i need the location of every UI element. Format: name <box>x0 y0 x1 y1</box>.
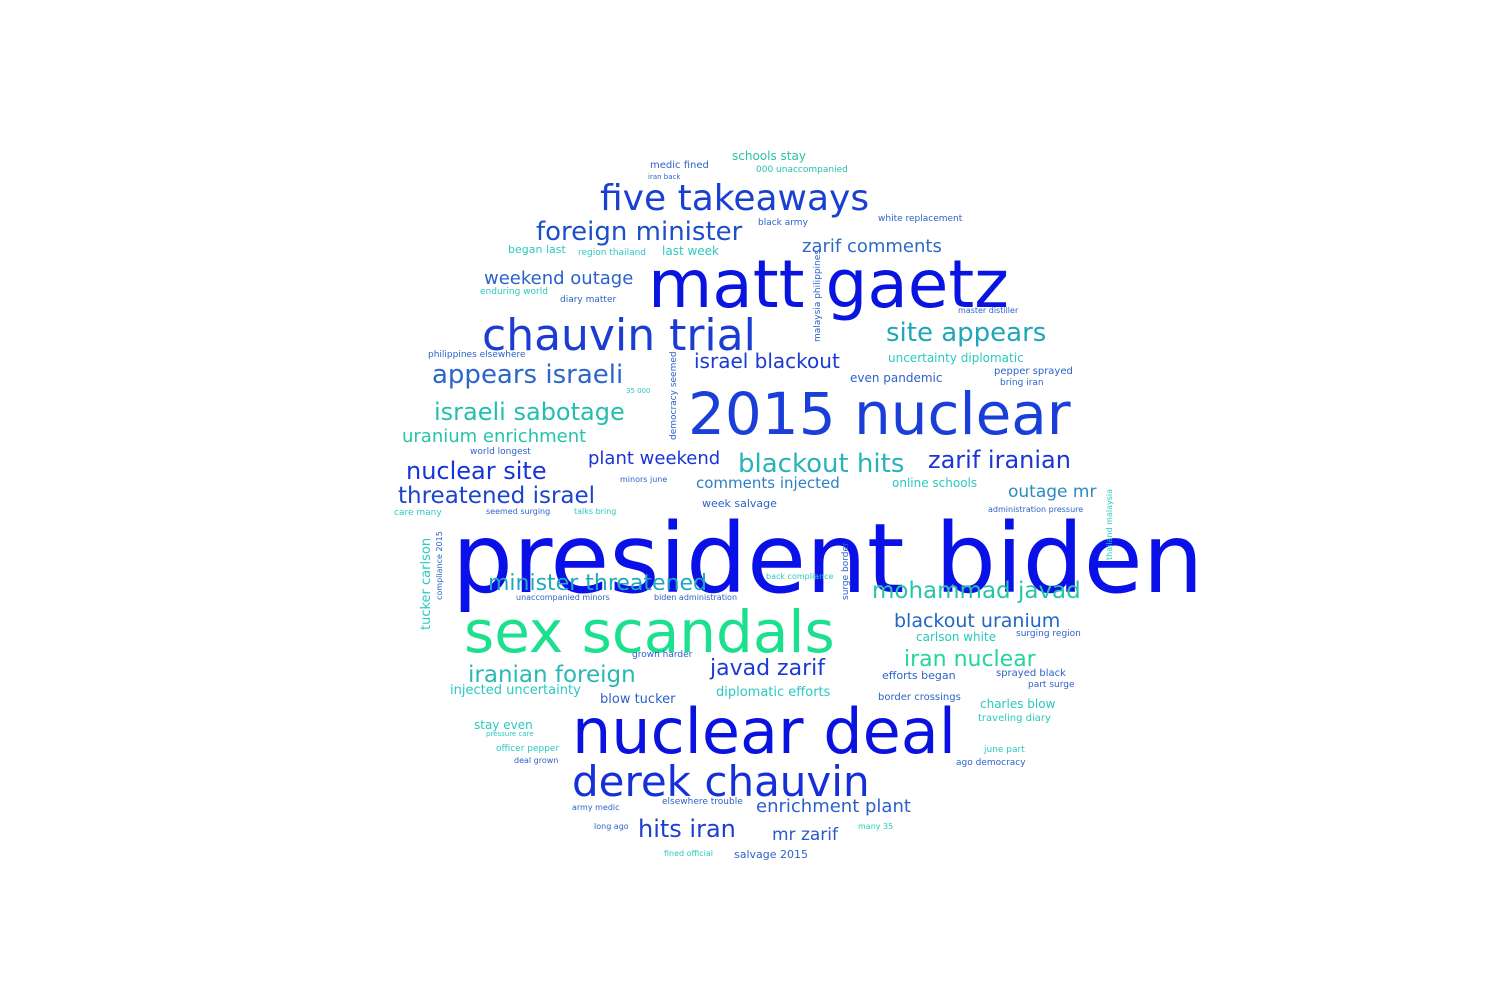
word-surging-region: surging region <box>1016 629 1081 639</box>
word-began-last: began last <box>508 243 566 256</box>
word-army-medic: army medic <box>572 803 620 812</box>
word-fined-official: fined official <box>664 849 713 858</box>
word-weekend-outage: weekend outage <box>484 268 633 289</box>
word-traveling-diary: traveling diary <box>978 713 1051 724</box>
word-five-takeaways: five takeaways <box>600 178 869 219</box>
word-outage-mr: outage mr <box>1008 482 1096 502</box>
word-nuclear-deal: nuclear deal <box>572 695 956 768</box>
word-elsewhere-trouble: elsewhere trouble <box>662 797 743 807</box>
word-long-ago: long ago <box>594 822 629 831</box>
word-online-schools: online schools <box>892 476 977 490</box>
word-minors-june: minors june <box>620 475 667 484</box>
word-stay-even: stay even <box>474 718 533 732</box>
word-diary-matter: diary matter <box>560 295 616 305</box>
word-zarif-iranian: zarif iranian <box>928 446 1071 474</box>
word-enrichment-plant: enrichment plant <box>756 796 911 817</box>
word-many-35: many 35 <box>858 822 893 831</box>
word-uranium-enrichment: uranium enrichment <box>402 426 586 447</box>
word-carlson-white: carlson white <box>916 630 996 644</box>
word-charles-blow: charles blow <box>980 697 1056 711</box>
word-diplomatic-efforts: diplomatic efforts <box>716 685 831 700</box>
word-iran-nuclear: iran nuclear <box>904 647 1037 672</box>
word-appears-israeli: appears israeli <box>432 360 623 390</box>
word-mohammad-javad: mohammad javad <box>872 578 1081 604</box>
word-efforts-began: efforts began <box>882 669 956 682</box>
word-israeli-sabotage: israeli sabotage <box>434 398 625 426</box>
word-democracy-seemed: democracy seemed <box>669 351 679 440</box>
word-ago-democracy: ago democracy <box>956 758 1026 768</box>
word-biden-administration: biden administration <box>654 593 737 602</box>
word-chauvin-trial: chauvin trial <box>482 310 756 361</box>
word-injected-uncertainty: injected uncertainty <box>450 683 581 698</box>
word-iran-back: iran back <box>648 173 681 181</box>
word-border-crossings: border crossings <box>878 692 961 703</box>
word-thailand-malaysia: thailand malaysia <box>1105 489 1114 560</box>
word-unaccompanied-minors: unaccompanied minors <box>516 593 610 602</box>
word-master-distiller: master distiller <box>958 306 1019 315</box>
word-matt-gaetz: matt gaetz <box>648 246 1009 323</box>
word-president-biden: president biden <box>452 503 1204 615</box>
word-grown-harder: grown harder <box>632 650 693 660</box>
word-talks-bring: talks bring <box>574 507 616 516</box>
word-surge-border: surge border <box>841 542 851 600</box>
word-even-pandemic: even pandemic <box>850 371 942 385</box>
word-threatened-israel: threatened israel <box>398 483 595 509</box>
word-site-appears: site appears <box>886 318 1046 348</box>
word-iranian-foreign: iranian foreign <box>468 662 636 688</box>
word-enduring-world: enduring world <box>480 287 548 297</box>
word-sprayed-black: sprayed black <box>996 668 1066 679</box>
word-officer-pepper: officer pepper <box>496 744 559 754</box>
word-pressure-care: pressure care <box>486 730 534 738</box>
word-salvage-2015: salvage 2015 <box>734 848 808 861</box>
word-white-replacement: white replacement <box>878 214 963 224</box>
word-philippines-elsewhere: philippines elsewhere <box>428 350 526 360</box>
word-zarif-comments: zarif comments <box>802 236 942 257</box>
word-000-unaccompanied: 000 unaccompanied <box>756 165 848 175</box>
word-black-army: black army <box>758 218 809 228</box>
word-compliance-2015: compliance 2015 <box>435 531 444 600</box>
word-2015-nuclear: 2015 nuclear <box>688 380 1071 448</box>
word-israel-blackout: israel blackout <box>694 349 840 373</box>
word-medic-fined: medic fined <box>650 160 709 171</box>
word-hits-iran: hits iran <box>638 815 736 843</box>
word-seemed-surging: seemed surging <box>486 507 550 516</box>
word-derek-chauvin: derek chauvin <box>572 757 870 806</box>
word-minister-threatened: minister threatened <box>488 571 707 596</box>
word-administration-pressure: administration pressure <box>988 505 1083 514</box>
word-malaysia-philippines: malaysia philippines <box>813 250 823 342</box>
word-region-thailand: region thailand <box>578 248 646 258</box>
word-cloud-words: president biden matt gaetz 2015 nuclear sex… <box>394 149 1204 861</box>
word-nuclear-site: nuclear site <box>406 457 547 485</box>
word-plant-weekend: plant weekend <box>588 448 720 469</box>
word-care-many: care many <box>394 508 442 518</box>
word-back-compliance: back compliance <box>766 572 834 581</box>
word-deal-grown: deal grown <box>514 756 558 765</box>
word-blackout-hits: blackout hits <box>738 449 904 479</box>
word-35-000: 35 000 <box>626 387 651 395</box>
word-tucker-carlson: tucker carlson <box>419 538 434 630</box>
word-blackout-uranium: blackout uranium <box>894 610 1060 632</box>
word-sex-scandals: sex scandals <box>464 598 835 666</box>
word-uncertainty-diplomatic: uncertainty diplomatic <box>888 351 1024 365</box>
word-blow-tucker: blow tucker <box>600 692 676 707</box>
word-javad-zarif: javad zarif <box>709 656 826 681</box>
word-week-salvage: week salvage <box>702 497 777 510</box>
word-world-longest: world longest <box>470 447 531 457</box>
word-part-surge: part surge <box>1028 680 1075 690</box>
word-mr-zarif: mr zarif <box>772 825 839 845</box>
word-last-week: last week <box>662 244 719 258</box>
word-bring-iran: bring iran <box>1000 378 1044 388</box>
word-comments-injected: comments injected <box>696 474 840 492</box>
word-schools-stay: schools stay <box>732 149 806 163</box>
word-foreign-minister: foreign minister <box>536 217 743 247</box>
word-pepper-sprayed: pepper sprayed <box>994 366 1073 377</box>
word-june-part: june part <box>983 745 1025 755</box>
